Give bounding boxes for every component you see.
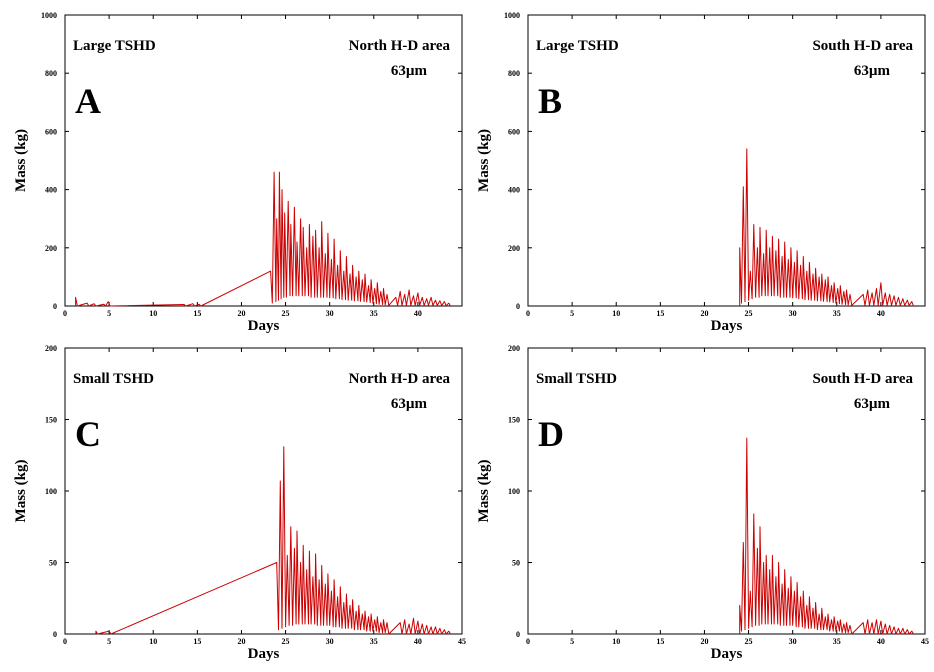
data-line [739,437,914,635]
y-tick-label: 400 [508,186,520,195]
y-tick-label: 150 [45,416,57,425]
panel-d: 0 5 10 15 20 25 30 35 40 45 0 50 100 150 200 Days Mass (… [476,344,929,662]
x-tick-label: 15 [656,309,664,318]
panel-letter: D [538,414,564,454]
y-tick-label: 600 [45,127,57,136]
panel-letter: C [75,414,101,454]
x-tick-label: 25 [745,637,753,646]
y-tick-label: 100 [45,487,57,496]
grain-size-label: 63µm [391,63,428,79]
data-line [739,148,914,307]
area-label: South H-D area [812,38,913,54]
x-tick-label: 35 [370,309,378,318]
y-tick-label: 0 [53,302,57,311]
grain-size-label: 63µm [854,396,891,412]
y-tick-label: 200 [45,344,57,353]
y-axis-title: Mass (kg) [13,460,29,523]
x-tick-label: 10 [149,309,157,318]
x-tick-label: 5 [570,309,574,318]
y-tick-label: 150 [508,416,520,425]
x-tick-label: 0 [526,637,530,646]
x-tick-label: 40 [414,309,422,318]
x-tick-label: 25 [745,309,753,318]
x-tick-label: 45 [458,637,466,646]
panel-letter: B [538,81,562,121]
x-tick-label: 10 [149,637,157,646]
y-tick-label: 1000 [41,11,57,20]
panel-b: 0 5 10 15 20 25 30 35 4002004006008001000DaysMas… [476,11,926,334]
x-axis-title: Days [248,318,280,334]
y-axis-title: Mass (kg) [476,460,492,523]
x-tick-label: 35 [370,637,378,646]
x-tick-label: 35 [833,637,841,646]
y-axis-title: Mass (kg) [13,129,29,192]
x-tick-label: 20 [237,309,245,318]
grain-size-label: 63µm [391,396,428,412]
vessel-label: Small TSHD [73,371,154,387]
vessel-label: Large TSHD [536,38,619,54]
panel-a: 0 5 10 15 20 25 30 35 4002004006008001000DaysMas… [13,11,463,334]
x-tick-label: 30 [789,309,797,318]
x-tick-label: 30 [789,637,797,646]
x-tick-label: 15 [656,637,664,646]
y-tick-label: 50 [49,559,57,568]
x-tick-label: 40 [877,309,885,318]
x-axis-title: Days [248,646,280,662]
y-tick-label: 0 [516,302,520,311]
x-tick-label: 30 [326,309,334,318]
y-tick-label: 800 [508,69,520,78]
x-tick-label: 25 [282,309,290,318]
y-tick-label: 400 [45,186,57,195]
area-label: North H-D area [349,371,451,387]
y-tick-label: 50 [512,559,520,568]
y-tick-label: 200 [508,244,520,253]
data-line [95,446,451,635]
y-tick-label: 0 [53,630,57,639]
area-label: South H-D area [812,371,913,387]
x-tick-label: 5 [107,637,111,646]
y-tick-label: 200 [508,344,520,353]
x-tick-label: 25 [282,637,290,646]
plot-frame [64,347,463,635]
x-tick-label: 30 [326,637,334,646]
x-tick-label: 15 [193,637,201,646]
x-tick-label: 20 [237,637,245,646]
y-tick-label: 0 [516,630,520,639]
x-tick-label: 35 [833,309,841,318]
panel-letter: A [75,81,101,121]
x-axis-title: Days [711,646,743,662]
y-tick-label: 600 [508,127,520,136]
x-tick-label: 40 [877,637,885,646]
y-tick-label: 100 [508,487,520,496]
area-label: North H-D area [349,38,451,54]
panel-c: 0 5 10 15 20 25 30 35 40 45 0 50 100 150 200 Days Mass (… [13,344,466,662]
x-tick-label: 45 [921,637,929,646]
x-tick-label: 0 [526,309,530,318]
y-tick-label: 1000 [504,11,520,20]
plot-frame [527,14,926,307]
x-tick-label: 20 [700,309,708,318]
x-axis-title: Days [711,318,743,334]
x-tick-label: 5 [107,309,111,318]
x-tick-label: 10 [612,637,620,646]
x-tick-label: 5 [570,637,574,646]
x-tick-label: 40 [414,637,422,646]
x-tick-label: 20 [700,637,708,646]
x-tick-label: 0 [63,309,67,318]
grain-size-label: 63µm [854,63,891,79]
data-line [75,171,451,307]
x-tick-label: 15 [193,309,201,318]
vessel-label: Small TSHD [536,371,617,387]
y-axis-title: Mass (kg) [476,129,492,192]
plot-frame [64,14,463,307]
y-tick-label: 800 [45,69,57,78]
x-tick-label: 10 [612,309,620,318]
y-tick-label: 200 [45,244,57,253]
x-tick-label: 0 [63,637,67,646]
vessel-label: Large TSHD [73,38,156,54]
plot-frame [527,347,926,635]
